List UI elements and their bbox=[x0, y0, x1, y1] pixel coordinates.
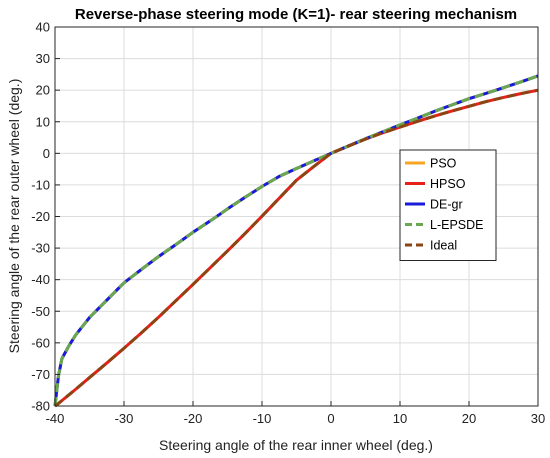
series-line-ideal bbox=[54, 88, 539, 408]
series-line-l-epsde bbox=[53, 74, 539, 407]
y-tick-label: 0 bbox=[43, 146, 50, 161]
legend-label: L-EPSDE bbox=[430, 218, 484, 232]
x-axis-label: Steering angle of the rear inner wheel (… bbox=[159, 437, 433, 453]
x-tick-label: -20 bbox=[184, 411, 203, 426]
y-tick-label: 40 bbox=[36, 20, 50, 35]
legend-label: Ideal bbox=[430, 239, 457, 253]
legend-label: HPSO bbox=[430, 177, 466, 191]
y-tick-label: -50 bbox=[31, 304, 50, 319]
y-axis-label: Steering angle of the rear outer wheel (… bbox=[6, 79, 22, 354]
y-tick-label: -40 bbox=[31, 272, 50, 287]
x-tick-label: 0 bbox=[327, 411, 334, 426]
chart-title: Reverse-phase steering mode (K=1)- rear … bbox=[75, 6, 517, 23]
y-tick-label: 20 bbox=[36, 83, 50, 98]
x-tick-label: -30 bbox=[115, 411, 134, 426]
tick-layer: -40 -30 -20 -10 0 10 20 30 -80 -70 -60 -50 -40 -30 -20… bbox=[31, 20, 545, 427]
y-tick-label: -80 bbox=[31, 399, 50, 414]
x-tick-label: 20 bbox=[462, 411, 476, 426]
x-tick-label: 10 bbox=[393, 411, 407, 426]
series-layer bbox=[53, 74, 539, 408]
y-tick-label: -60 bbox=[31, 335, 50, 350]
x-tick-label: 30 bbox=[531, 411, 545, 426]
y-tick-label: -10 bbox=[31, 177, 50, 192]
y-tick-label: -30 bbox=[31, 241, 50, 256]
legend-label: DE-gr bbox=[430, 198, 463, 212]
legend: PSO HPSO DE-gr L-EPSDE Ideal bbox=[399, 149, 497, 261]
y-tick-label: 10 bbox=[36, 114, 50, 129]
y-tick-label: -70 bbox=[31, 367, 50, 382]
x-tick-label: -10 bbox=[253, 411, 272, 426]
y-tick-label: 30 bbox=[36, 51, 50, 66]
y-tick-label: -20 bbox=[31, 209, 50, 224]
legend-label: PSO bbox=[430, 157, 457, 171]
x-tick-label: -40 bbox=[46, 411, 65, 426]
